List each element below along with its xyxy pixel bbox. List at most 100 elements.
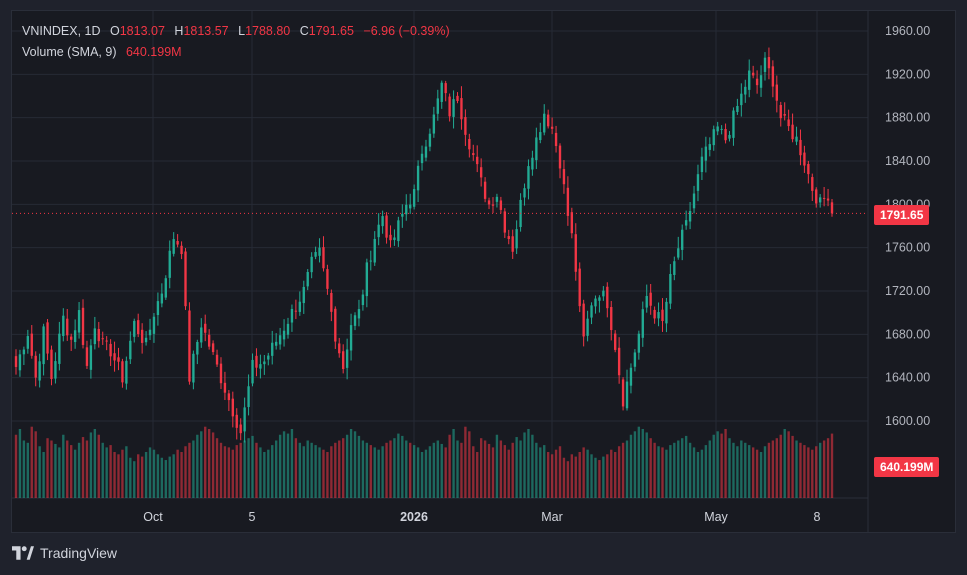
volume-bar: [286, 433, 290, 498]
candle-body: [97, 328, 100, 342]
volume-bar: [172, 454, 175, 498]
candle-body: [744, 86, 747, 95]
volume-bar: [712, 434, 715, 498]
volume-bar: [207, 429, 211, 498]
candle-body: [168, 250, 171, 278]
brand-name: TradingView: [40, 545, 118, 561]
candle-body: [621, 379, 625, 407]
x-tick-label: May: [704, 510, 728, 524]
volume-bar: [751, 447, 755, 498]
volume-bar: [101, 442, 104, 498]
volume-bar: [338, 440, 341, 498]
volume-bar: [677, 440, 680, 498]
volume-bar: [606, 454, 609, 498]
y-tick-label: 1920.00: [885, 67, 930, 81]
candle-body: [26, 336, 30, 349]
candle-body: [783, 114, 786, 116]
tradingview-logo[interactable]: TradingView: [12, 545, 117, 561]
candle-body: [274, 341, 278, 346]
volume-bar: [259, 447, 262, 498]
candle-body: [397, 220, 400, 242]
volume-bar: [50, 440, 53, 498]
ohlc-legend: VNINDEX, 1D O1813.07 H1813.57 L1788.80 C…: [22, 24, 450, 38]
volume-bar: [125, 446, 128, 498]
candle-body: [822, 197, 826, 199]
symbol-name[interactable]: VNINDEX: [22, 24, 78, 38]
volume-bar: [476, 452, 479, 498]
volume-bar: [93, 429, 97, 498]
volume-bar: [369, 445, 372, 498]
candle-body: [113, 353, 116, 361]
candle-body: [294, 310, 298, 312]
candle-body: [310, 256, 313, 273]
volume-bar: [704, 445, 708, 498]
volume-bar: [787, 431, 790, 498]
volume-bar: [247, 438, 250, 498]
candle-body: [602, 290, 605, 297]
candle-body: [46, 322, 49, 354]
candle-body: [665, 301, 668, 324]
candle-body: [381, 216, 384, 227]
candle-body: [582, 303, 585, 337]
candle-body: [377, 224, 380, 238]
candle-body: [546, 114, 550, 127]
volume-bar: [515, 437, 518, 498]
volume-bar: [696, 452, 700, 498]
candle-body: [487, 200, 491, 205]
interval-label[interactable]: 1D: [84, 24, 101, 38]
x-tick-label: Oct: [143, 510, 163, 524]
chart-frame[interactable]: [11, 10, 956, 533]
candle-body: [278, 335, 282, 345]
open-value: 1813.07: [119, 24, 165, 38]
volume-bar: [637, 426, 641, 498]
candle-body: [140, 329, 144, 343]
volume-bar: [180, 452, 183, 498]
candle-body: [515, 229, 518, 249]
tradingview-icon: [12, 546, 34, 560]
candle-body: [645, 295, 648, 308]
candle-body: [101, 338, 104, 340]
volume-bar: [200, 431, 203, 498]
candle-body: [211, 343, 215, 353]
y-tick-label: 1600.00: [885, 414, 930, 428]
candle-body: [476, 156, 479, 165]
candle-body: [223, 382, 227, 393]
volume-bar: [700, 449, 704, 498]
candle-body: [239, 424, 242, 434]
candle-body: [196, 341, 199, 355]
volume-bar: [472, 446, 475, 498]
candle-body: [235, 414, 238, 428]
candle-body: [641, 309, 644, 338]
volume-bar: [665, 449, 668, 498]
volume-bar: [673, 442, 676, 498]
candle-body: [826, 198, 830, 201]
volume-bar: [614, 452, 617, 498]
volume-legend[interactable]: Volume (SMA, 9) 640.199M: [22, 45, 182, 59]
volume-bar: [46, 438, 49, 498]
volume-bar: [105, 447, 108, 498]
volume-bar: [570, 454, 574, 498]
volume-bar: [818, 442, 822, 498]
volume-bar: [523, 432, 526, 498]
volume-bar: [681, 438, 684, 498]
volume-bar: [121, 449, 124, 498]
volume-bar: [535, 442, 538, 498]
candle-body: [787, 119, 790, 127]
candle-body: [318, 247, 321, 256]
candle-body: [748, 70, 751, 90]
candle-body: [527, 166, 530, 189]
volume-bar: [546, 452, 550, 498]
volume-bar: [302, 446, 305, 498]
volume-bar: [740, 440, 743, 498]
candle-body: [751, 72, 755, 76]
candle-body: [219, 363, 223, 384]
candle-body: [192, 353, 195, 383]
volume-bar: [278, 434, 282, 498]
candle-body: [712, 129, 715, 146]
volume-bar: [775, 438, 778, 498]
candle-body: [207, 334, 211, 347]
volume-bar: [326, 452, 329, 498]
y-tick-label: 1960.00: [885, 24, 930, 38]
volume-bar: [357, 435, 361, 498]
